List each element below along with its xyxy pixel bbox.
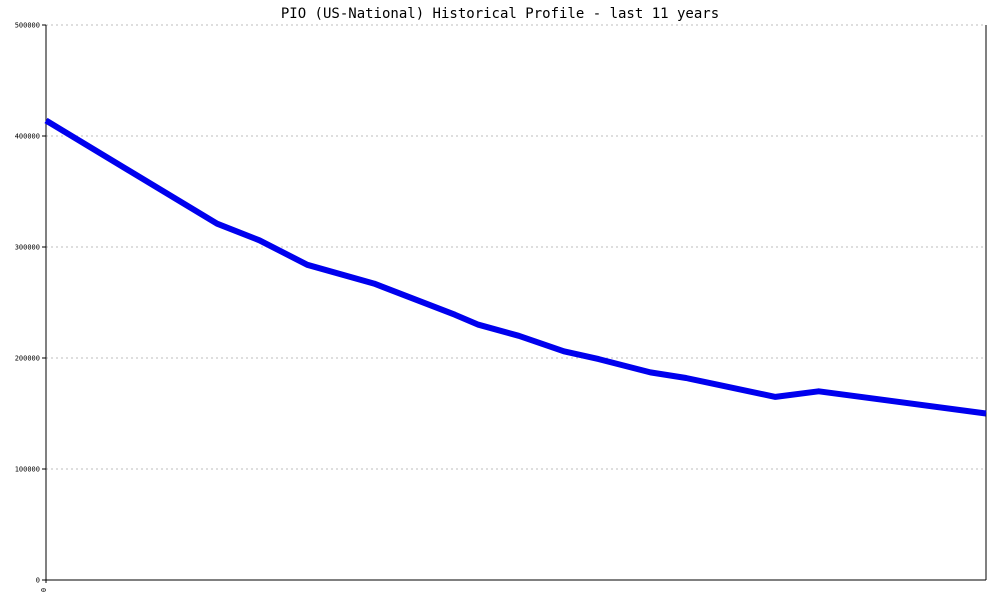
series-layer [44,117,987,417]
chart-title: PIO (US-National) Historical Profile - l… [281,6,719,22]
y-tick-label: 100000 [15,466,40,474]
y-tick-label: 400000 [15,133,40,141]
x-tick-label: 0 [40,588,48,592]
y-tick-label: 200000 [15,355,40,363]
gridlines [46,24,986,470]
y-tick-label: 0 [36,577,40,585]
x-axis-ticks: 0 [40,580,48,592]
y-axis-ticks: 0 100000 200000 300000 400000 500000 [15,22,46,585]
series-line [44,117,987,417]
y-tick-label: 500000 [15,22,40,30]
y-tick-label: 300000 [15,244,40,252]
